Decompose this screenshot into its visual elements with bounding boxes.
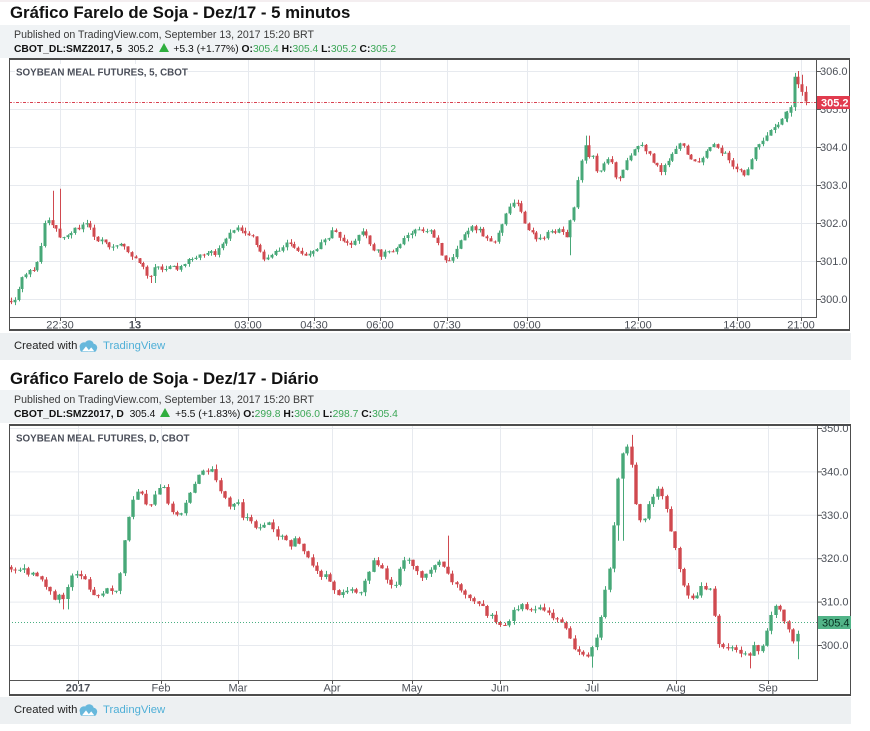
svg-text:302.0: 302.0 <box>820 218 848 230</box>
svg-text:340.0: 340.0 <box>821 466 849 478</box>
svg-text:04:30: 04:30 <box>300 320 328 332</box>
svg-text:Feb: Feb <box>152 683 171 695</box>
svg-text:306.0: 306.0 <box>820 66 848 78</box>
svg-text:07:30: 07:30 <box>433 320 461 332</box>
svg-text:13: 13 <box>129 320 141 332</box>
svg-text:Jul: Jul <box>585 683 599 695</box>
svg-text:Mar: Mar <box>229 683 248 695</box>
svg-text:300.0: 300.0 <box>820 294 848 306</box>
svg-text:Jun: Jun <box>491 683 509 695</box>
svg-text:SOYBEAN MEAL FUTURES, D, CBOT: SOYBEAN MEAL FUTURES, D, CBOT <box>16 434 189 445</box>
svg-text:350.0: 350.0 <box>821 424 849 435</box>
svg-text:Sep: Sep <box>758 683 778 695</box>
svg-text:May: May <box>402 683 423 695</box>
svg-text:03:00: 03:00 <box>234 320 262 332</box>
svg-text:06:00: 06:00 <box>366 320 394 332</box>
svg-text:305.4: 305.4 <box>822 618 850 630</box>
svg-text:305.2: 305.2 <box>821 98 849 110</box>
svg-text:320.0: 320.0 <box>821 553 849 565</box>
svg-text:303.0: 303.0 <box>820 180 848 192</box>
svg-text:304.0: 304.0 <box>820 142 848 154</box>
svg-text:12:00: 12:00 <box>624 320 652 332</box>
svg-text:310.0: 310.0 <box>821 597 849 609</box>
svg-text:14:00: 14:00 <box>723 320 751 332</box>
svg-text:22:30: 22:30 <box>46 320 74 332</box>
svg-text:300.0: 300.0 <box>821 640 849 652</box>
svg-text:330.0: 330.0 <box>821 510 849 522</box>
svg-text:21:00: 21:00 <box>787 320 815 332</box>
svg-text:301.0: 301.0 <box>820 256 848 268</box>
svg-text:Aug: Aug <box>666 683 686 695</box>
svg-text:SOYBEAN MEAL FUTURES, 5, CBOT: SOYBEAN MEAL FUTURES, 5, CBOT <box>16 68 188 79</box>
svg-text:09:00: 09:00 <box>513 320 541 332</box>
svg-text:Apr: Apr <box>323 683 340 695</box>
svg-text:2017: 2017 <box>66 683 90 695</box>
